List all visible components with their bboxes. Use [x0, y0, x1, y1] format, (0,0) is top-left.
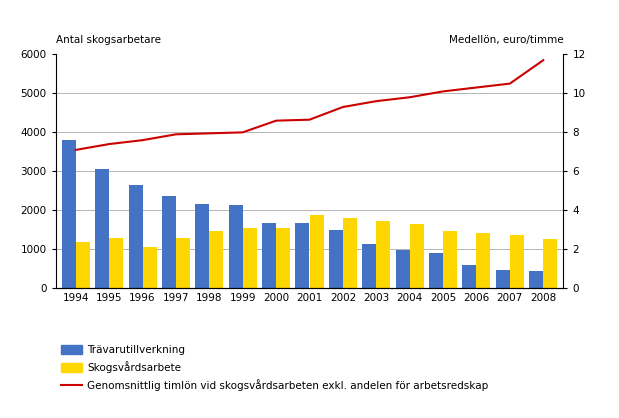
Bar	[276, 227, 290, 288]
Text: Medellön, euro/timme: Medellön, euro/timme	[449, 35, 563, 45]
Bar	[443, 231, 457, 288]
Bar	[262, 223, 276, 288]
Bar	[496, 270, 510, 288]
Bar	[462, 265, 477, 288]
Bar	[76, 242, 90, 288]
Bar	[376, 221, 391, 288]
Bar	[228, 205, 243, 288]
Bar	[362, 245, 376, 288]
Bar	[529, 271, 543, 288]
Bar	[510, 235, 524, 288]
Legend: Trävarutillverkning, Skogsvårdsarbete, Genomsnittlig timlön vid skogsvårdsarbete: Trävarutillverkning, Skogsvårdsarbete, G…	[61, 345, 488, 391]
Bar	[410, 224, 423, 288]
Bar	[243, 227, 257, 288]
Bar	[329, 230, 343, 288]
Bar	[95, 169, 109, 288]
Bar	[195, 204, 209, 288]
Bar	[62, 140, 76, 288]
Bar	[142, 247, 157, 288]
Bar	[109, 238, 123, 288]
Bar	[209, 231, 223, 288]
Bar	[295, 223, 310, 288]
Bar	[429, 252, 443, 288]
Bar	[310, 215, 324, 288]
Bar	[129, 185, 142, 288]
Bar	[396, 250, 410, 288]
Bar	[176, 239, 190, 288]
Bar	[343, 218, 357, 288]
Bar	[477, 233, 490, 288]
Text: Antal skogsarbetare: Antal skogsarbetare	[56, 35, 161, 45]
Bar	[543, 239, 557, 288]
Bar	[162, 196, 176, 288]
